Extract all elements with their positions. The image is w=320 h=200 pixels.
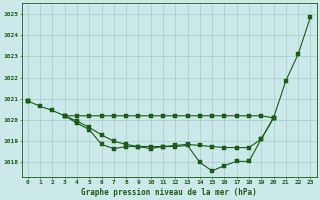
X-axis label: Graphe pression niveau de la mer (hPa): Graphe pression niveau de la mer (hPa) <box>81 188 257 197</box>
